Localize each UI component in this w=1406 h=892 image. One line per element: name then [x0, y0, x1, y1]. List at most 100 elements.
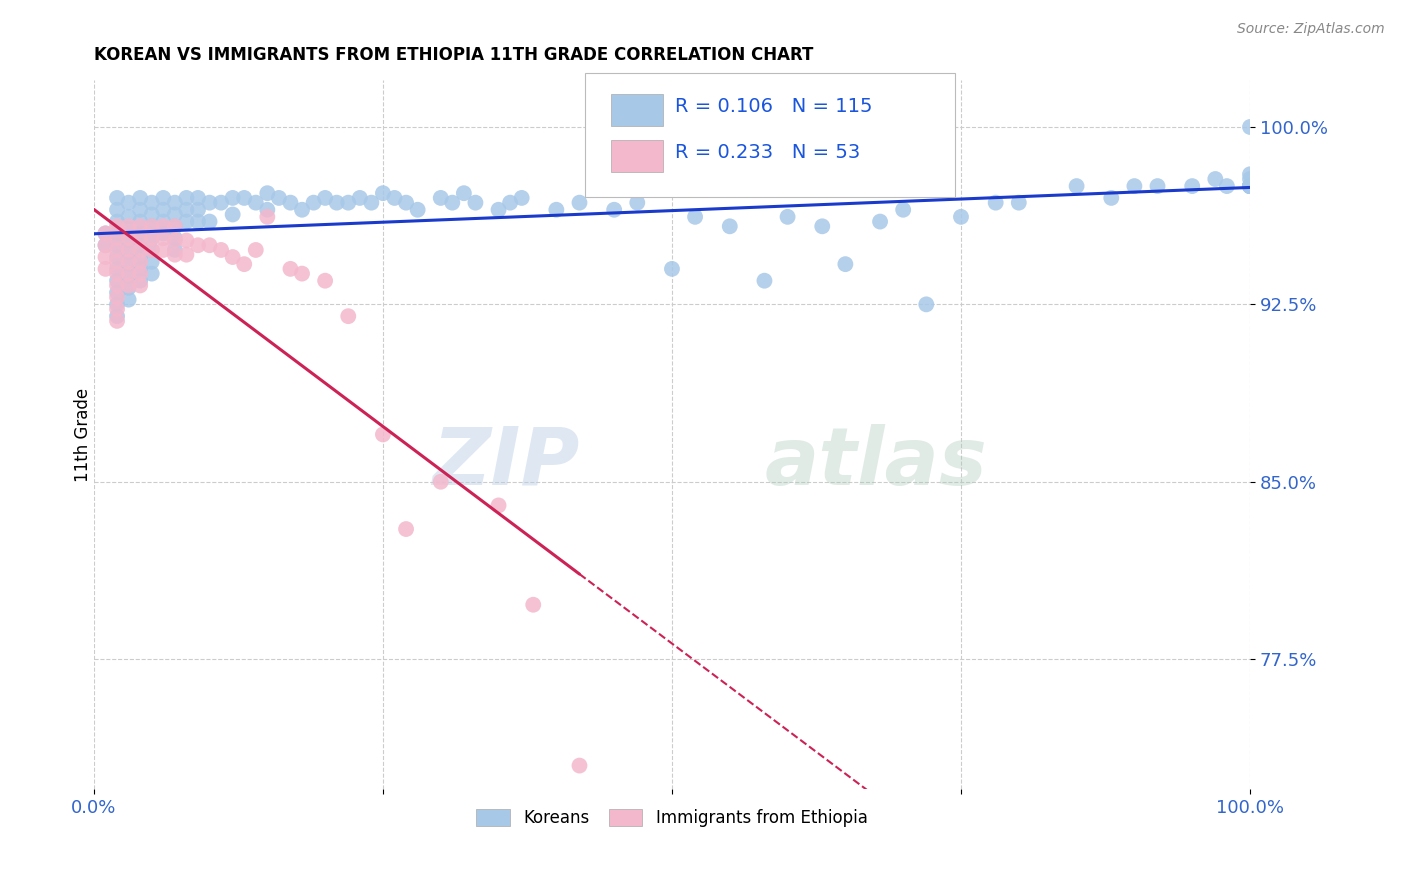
Point [718, 219, 741, 234]
Point [337, 309, 360, 323]
Point [187, 191, 209, 205]
Point [163, 207, 186, 221]
Point [776, 210, 799, 224]
Text: ZIP: ZIP [432, 424, 579, 502]
Point [834, 257, 856, 271]
FancyBboxPatch shape [585, 72, 955, 197]
Point [94, 238, 117, 252]
Point [1008, 195, 1031, 210]
Point [105, 302, 128, 317]
Point [163, 248, 186, 262]
Point [105, 274, 128, 288]
Point [984, 195, 1007, 210]
Point [1239, 179, 1261, 194]
Point [176, 191, 198, 205]
Point [141, 243, 163, 257]
Point [1239, 179, 1261, 194]
Text: atlas: atlas [765, 424, 987, 502]
Point [141, 195, 163, 210]
Point [117, 281, 139, 295]
Point [105, 278, 128, 293]
Point [141, 219, 163, 234]
Point [187, 214, 209, 228]
Point [280, 195, 302, 210]
Point [163, 243, 186, 257]
Point [152, 243, 174, 257]
Point [117, 245, 139, 260]
Point [1204, 172, 1226, 186]
Point [522, 598, 544, 612]
Point [499, 195, 522, 210]
Point [302, 195, 325, 210]
Point [464, 195, 486, 210]
Point [349, 191, 371, 205]
Point [141, 254, 163, 268]
Point [1216, 179, 1239, 194]
Point [384, 191, 406, 205]
Point [105, 214, 128, 228]
Point [141, 231, 163, 245]
Point [129, 261, 152, 276]
Point [94, 250, 117, 264]
Point [221, 250, 243, 264]
Point [105, 243, 128, 257]
Point [117, 221, 139, 235]
Point [1066, 179, 1088, 194]
Point [441, 195, 464, 210]
Point [371, 186, 394, 201]
Point [117, 195, 139, 210]
Point [141, 267, 163, 281]
Point [152, 191, 174, 205]
Point [94, 227, 117, 241]
Point [546, 202, 568, 217]
Point [163, 195, 186, 210]
Point [141, 243, 163, 257]
Point [141, 219, 163, 234]
Point [429, 475, 451, 489]
Point [129, 274, 152, 288]
Point [117, 210, 139, 224]
Point [141, 231, 163, 245]
Point [395, 522, 418, 536]
Point [105, 250, 128, 264]
Point [152, 202, 174, 217]
Point [105, 261, 128, 276]
Point [105, 267, 128, 281]
Point [117, 268, 139, 283]
Point [129, 254, 152, 268]
Point [371, 427, 394, 442]
Point [661, 261, 683, 276]
Point [429, 191, 451, 205]
Point [94, 238, 117, 252]
Point [1239, 179, 1261, 194]
Point [488, 499, 510, 513]
Point [256, 210, 278, 224]
Point [163, 231, 186, 245]
Point [163, 234, 186, 248]
Point [117, 267, 139, 281]
Point [105, 202, 128, 217]
Text: KOREAN VS IMMIGRANTS FROM ETHIOPIA 11TH GRADE CORRELATION CHART: KOREAN VS IMMIGRANTS FROM ETHIOPIA 11TH … [94, 46, 813, 64]
Point [1239, 179, 1261, 194]
Point [176, 234, 198, 248]
Point [105, 191, 128, 205]
Point [105, 290, 128, 304]
Point [198, 238, 221, 252]
Point [291, 267, 314, 281]
Point [129, 202, 152, 217]
Point [1181, 179, 1204, 194]
Point [280, 261, 302, 276]
Point [603, 202, 626, 217]
Point [176, 248, 198, 262]
Text: R = 0.106   N = 115: R = 0.106 N = 115 [675, 97, 873, 116]
Point [129, 278, 152, 293]
Point [117, 293, 139, 307]
Point [1239, 179, 1261, 194]
Point [117, 234, 139, 248]
Point [117, 254, 139, 268]
Point [891, 202, 914, 217]
Point [117, 278, 139, 293]
Point [395, 195, 418, 210]
Point [117, 219, 139, 234]
Point [152, 219, 174, 234]
